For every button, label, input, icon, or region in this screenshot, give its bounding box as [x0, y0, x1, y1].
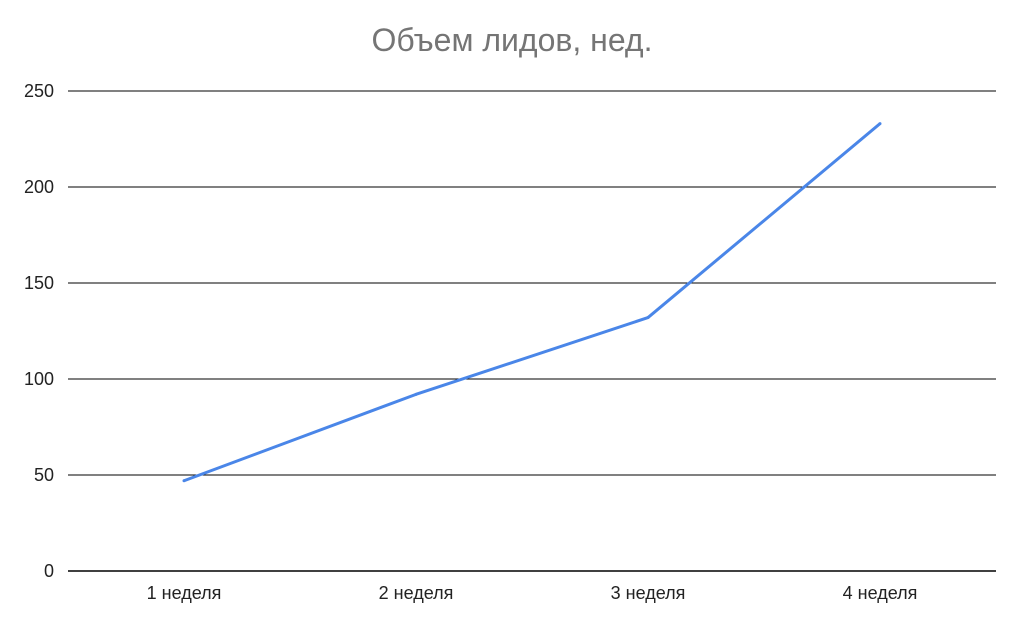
- y-tick-label: 150: [24, 273, 54, 293]
- series-line: [183, 122, 881, 483]
- y-tick-label: 200: [24, 177, 54, 197]
- x-tick-label: 1 неделя: [147, 583, 222, 603]
- x-tick-label: 2 неделя: [379, 583, 454, 603]
- data-point: [182, 479, 186, 483]
- y-tick-label: 100: [24, 369, 54, 389]
- x-tick-label: 4 неделя: [843, 583, 918, 603]
- data-point: [414, 392, 418, 396]
- chart-title: Объем лидов, нед.: [371, 22, 653, 58]
- data-point: [878, 122, 882, 126]
- data-point: [646, 316, 650, 320]
- y-tick-label: 250: [24, 81, 54, 101]
- y-tick-label: 50: [34, 465, 54, 485]
- x-tick-label: 3 неделя: [611, 583, 686, 603]
- y-tick-label: 0: [44, 561, 54, 581]
